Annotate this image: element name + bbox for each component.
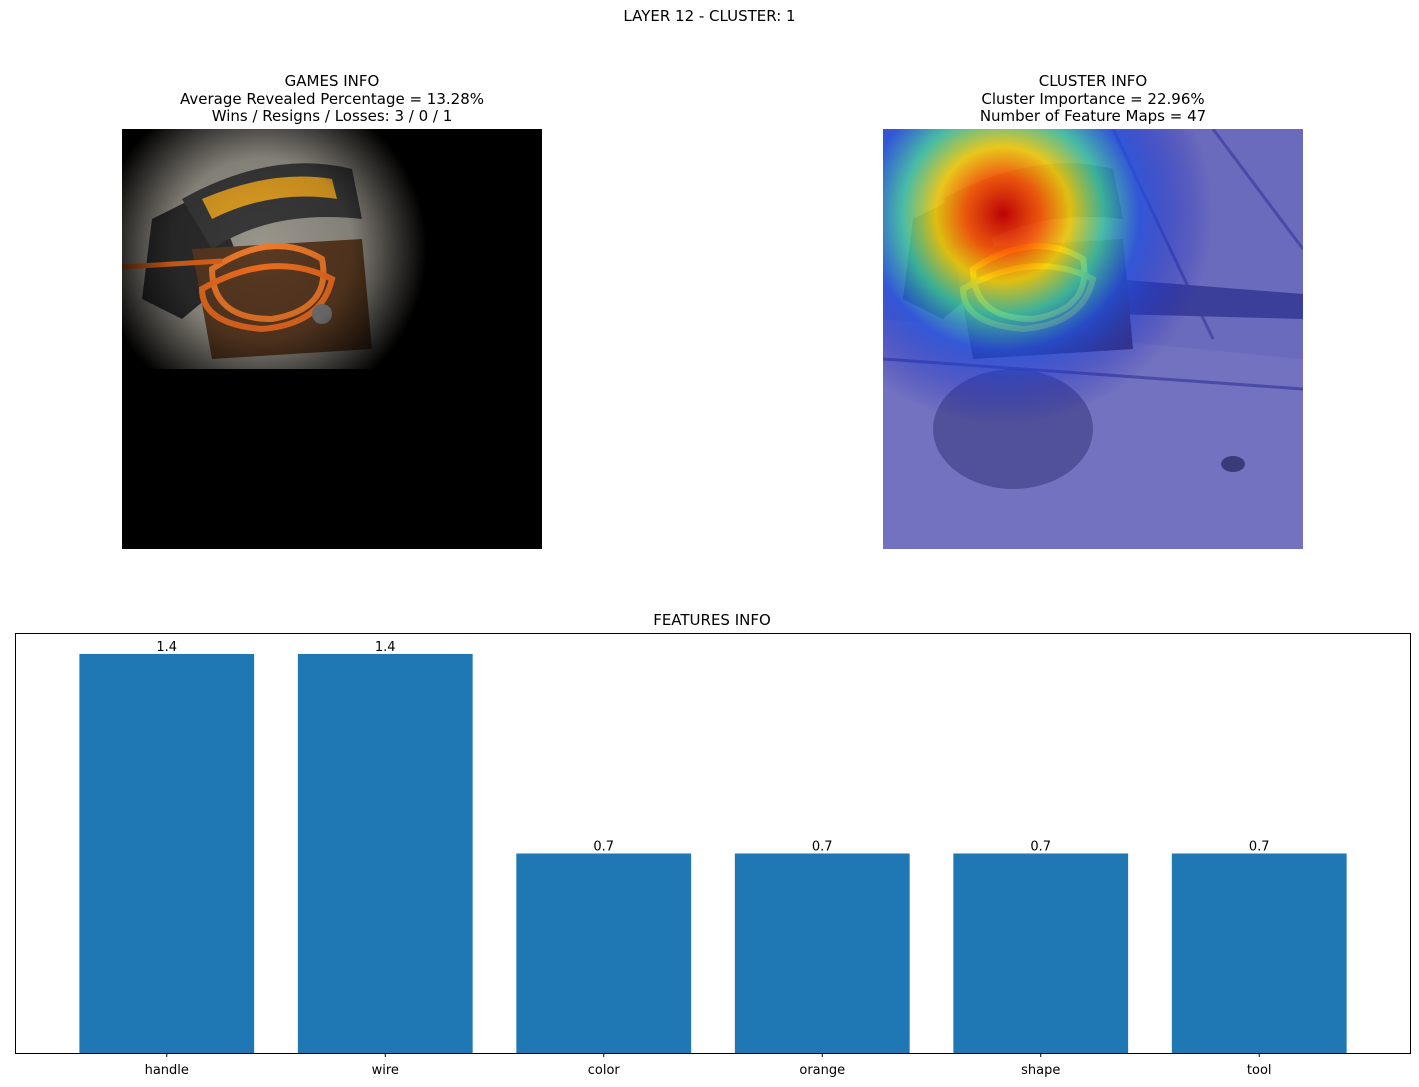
games-info-heading: GAMES INFO (284, 72, 380, 90)
bar-handle (79, 653, 255, 1053)
wins-resigns-losses: Wins / Resigns / Losses: 3 / 0 / 1 (211, 107, 453, 125)
data-label-handle: 1.4 (156, 640, 177, 655)
x-tick-label-orange: orange (799, 1063, 845, 1078)
revealed-chainsaw-drawing (122, 129, 542, 549)
cluster-heatmap-image (883, 129, 1303, 549)
data-label-shape: 0.7 (1030, 839, 1051, 854)
cluster-info-title: CLUSTER INFO Cluster Importance = 22.96%… (883, 72, 1303, 126)
bar-shape (953, 853, 1129, 1053)
bar-orange (734, 853, 910, 1053)
bar-color (516, 853, 692, 1053)
data-label-orange: 0.7 (812, 839, 833, 854)
bar-wire (297, 653, 473, 1053)
x-tick-label-tool: tool (1247, 1063, 1272, 1078)
bars-layer: 1.4 handle 1.4 wire 0.7 color 0.7 orange 0.7 shap… (79, 640, 1347, 1078)
number-of-feature-maps: Number of Feature Maps = 47 (979, 107, 1207, 125)
cluster-heatmap-drawing (883, 129, 1303, 549)
features-info-title: FEATURES INFO (653, 611, 771, 629)
cluster-importance: Cluster Importance = 22.96% (981, 89, 1205, 108)
average-revealed-percentage: Average Revealed Percentage = 13.28% (179, 89, 484, 108)
data-label-wire: 1.4 (375, 640, 396, 655)
games-info-title: GAMES INFO Average Revealed Percentage =… (122, 72, 542, 126)
revealed-chainsaw-image (122, 129, 542, 549)
bar-tool (1171, 853, 1347, 1053)
x-tick-label-color: color (588, 1063, 621, 1078)
x-tick-label-shape: shape (1021, 1063, 1060, 1078)
x-tick-label-handle: handle (145, 1063, 189, 1078)
data-label-color: 0.7 (593, 839, 614, 854)
x-tick-label-wire: wire (372, 1063, 399, 1078)
figure-suptitle: LAYER 12 - CLUSTER: 1 (623, 7, 796, 25)
cluster-info-heading: CLUSTER INFO (1038, 72, 1148, 90)
data-label-tool: 0.7 (1249, 839, 1270, 854)
plot-area-frame (15, 633, 1411, 1054)
